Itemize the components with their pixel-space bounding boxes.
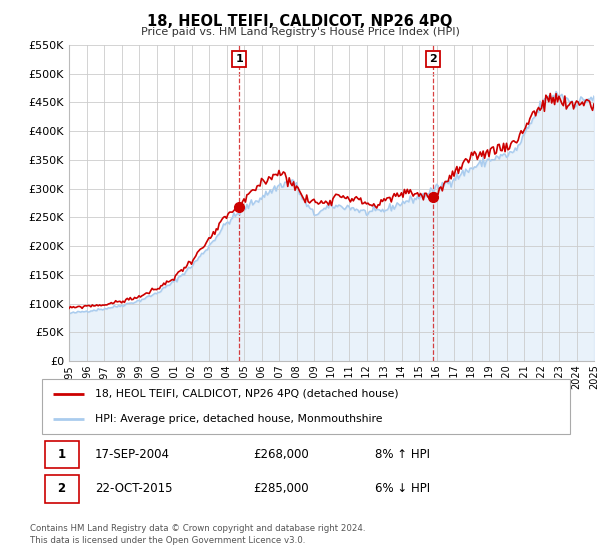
Text: HPI: Average price, detached house, Monmouthshire: HPI: Average price, detached house, Monm… bbox=[95, 414, 382, 424]
Text: 18, HEOL TEIFI, CALDICOT, NP26 4PQ (detached house): 18, HEOL TEIFI, CALDICOT, NP26 4PQ (deta… bbox=[95, 389, 398, 399]
Text: 8% ↑ HPI: 8% ↑ HPI bbox=[374, 447, 430, 461]
Text: £285,000: £285,000 bbox=[253, 482, 309, 496]
Text: 22-OCT-2015: 22-OCT-2015 bbox=[95, 482, 172, 496]
Text: 1: 1 bbox=[58, 447, 65, 461]
Text: This data is licensed under the Open Government Licence v3.0.: This data is licensed under the Open Gov… bbox=[30, 536, 305, 545]
Text: 17-SEP-2004: 17-SEP-2004 bbox=[95, 447, 170, 461]
Text: 1: 1 bbox=[235, 54, 243, 64]
Text: 2: 2 bbox=[429, 54, 437, 64]
Text: Contains HM Land Registry data © Crown copyright and database right 2024.: Contains HM Land Registry data © Crown c… bbox=[30, 524, 365, 533]
Text: 6% ↓ HPI: 6% ↓ HPI bbox=[374, 482, 430, 496]
Text: Price paid vs. HM Land Registry's House Price Index (HPI): Price paid vs. HM Land Registry's House … bbox=[140, 27, 460, 37]
Text: £268,000: £268,000 bbox=[253, 447, 309, 461]
FancyBboxPatch shape bbox=[42, 379, 570, 434]
Text: 18, HEOL TEIFI, CALDICOT, NP26 4PQ: 18, HEOL TEIFI, CALDICOT, NP26 4PQ bbox=[148, 14, 452, 29]
FancyBboxPatch shape bbox=[44, 441, 79, 468]
Text: 2: 2 bbox=[58, 482, 65, 496]
FancyBboxPatch shape bbox=[44, 475, 79, 502]
